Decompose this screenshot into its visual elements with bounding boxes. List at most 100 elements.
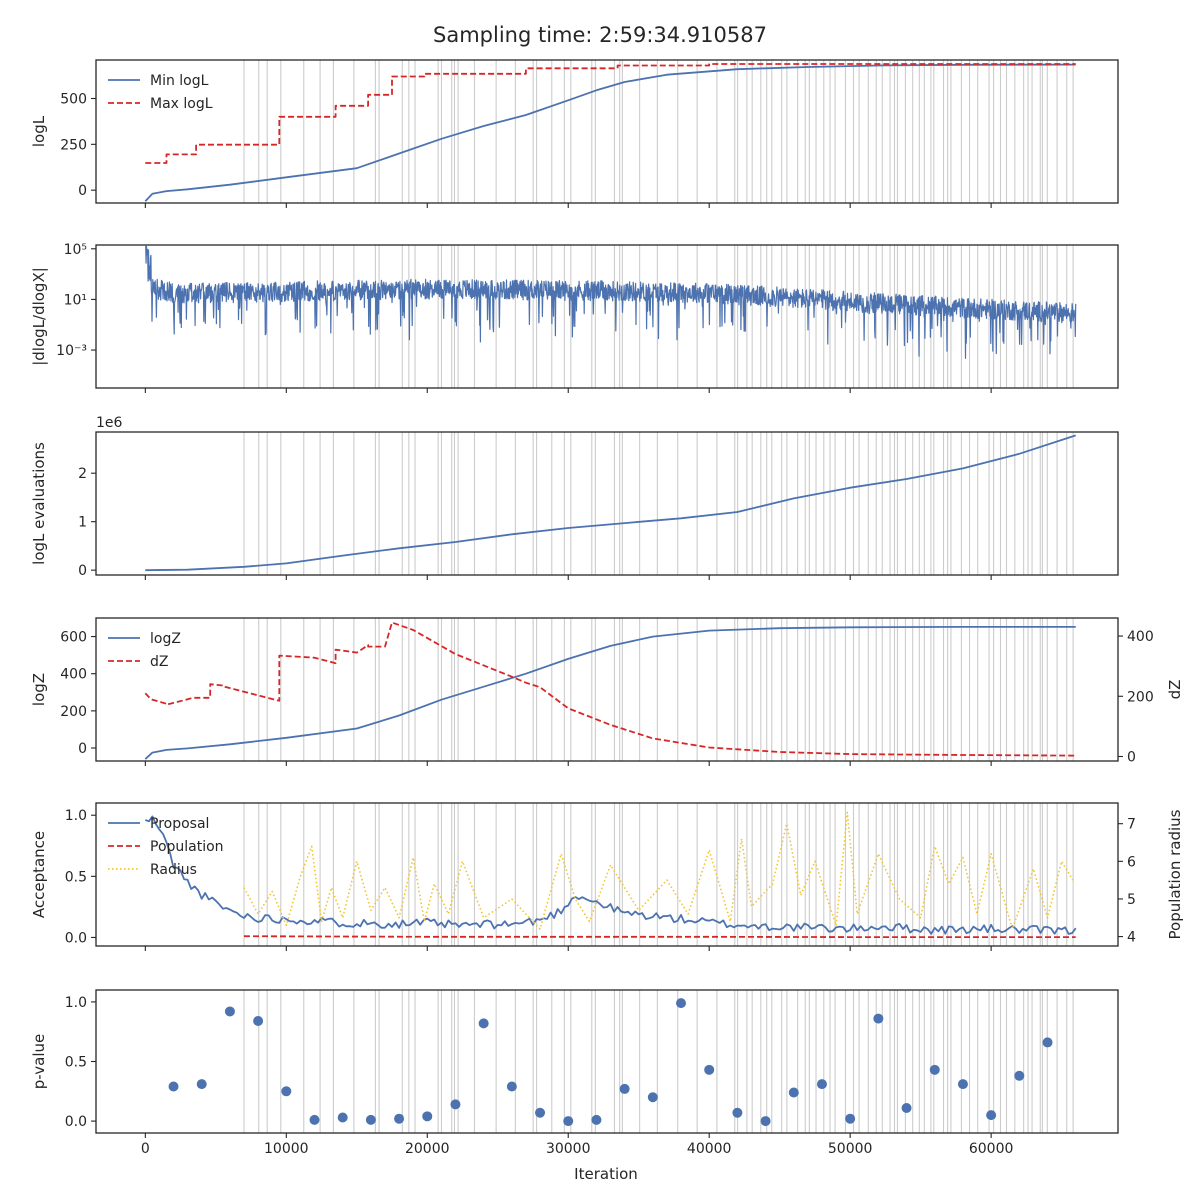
x-tick-label: 40000 bbox=[687, 1141, 732, 1157]
pvalue-point bbox=[845, 1113, 856, 1124]
pvalue-point bbox=[619, 1083, 630, 1094]
radius-line bbox=[243, 811, 1074, 930]
pvalue-point bbox=[394, 1113, 405, 1124]
bound-update-lines bbox=[243, 60, 1074, 1133]
y2-tick-label: 5 bbox=[1127, 892, 1136, 908]
x-tick-label: 0 bbox=[141, 1141, 150, 1157]
x-tick-label: 10000 bbox=[264, 1141, 309, 1157]
pvalue-point bbox=[986, 1110, 997, 1121]
series-line bbox=[145, 434, 1076, 572]
y-tick-label: 0 bbox=[78, 563, 87, 579]
pvalue-point bbox=[478, 1018, 489, 1029]
pvalue-point bbox=[760, 1116, 771, 1127]
y-tick-label: 0 bbox=[78, 183, 87, 199]
y-tick-label: 1.0 bbox=[65, 808, 87, 824]
pvalue-point bbox=[422, 1111, 433, 1122]
y-tick-label: 1 bbox=[78, 515, 87, 531]
y2-tick-label: 6 bbox=[1127, 854, 1136, 870]
y-tick-label: 0.5 bbox=[65, 869, 87, 885]
pvalue-point bbox=[281, 1086, 292, 1097]
y2-axis-label: dZ bbox=[1166, 680, 1184, 700]
pvalue-point bbox=[196, 1079, 207, 1090]
x-tick-label: 20000 bbox=[405, 1141, 450, 1157]
y-tick-label: 600 bbox=[60, 630, 87, 646]
axes-frame bbox=[95, 244, 1119, 389]
pvalue-point bbox=[676, 998, 687, 1009]
y2-tick-label: 400 bbox=[1127, 629, 1154, 645]
y2-axis-label: Population radius bbox=[1166, 809, 1184, 939]
y-axis-label: logZ bbox=[30, 673, 48, 706]
pvalue-point bbox=[788, 1087, 799, 1098]
max-logl-line bbox=[145, 63, 1076, 164]
y-tick-label: 200 bbox=[60, 704, 87, 720]
figure-title: Sampling time: 2:59:34.910587 bbox=[433, 23, 767, 47]
logz-line bbox=[144, 626, 1076, 760]
y2-tick-label: 4 bbox=[1127, 930, 1136, 946]
min-logl-line bbox=[144, 63, 1076, 202]
pvalue-point bbox=[704, 1064, 715, 1075]
y-tick-label: 2 bbox=[78, 466, 87, 482]
legend-label: dZ bbox=[150, 654, 168, 670]
y-tick-label: 500 bbox=[60, 92, 87, 108]
y-axis-label: p-value bbox=[30, 1034, 48, 1090]
y-axis-label: |dlogL/dlogX| bbox=[30, 267, 48, 366]
x-tick-label: 60000 bbox=[969, 1141, 1014, 1157]
dz-line bbox=[144, 621, 1076, 757]
dlogl-series-line bbox=[145, 245, 1077, 359]
y-offset-label: 1e6 bbox=[96, 415, 123, 431]
population-line bbox=[243, 935, 1076, 938]
y-tick-label: 250 bbox=[60, 137, 87, 153]
x-tick-label: 30000 bbox=[546, 1141, 591, 1157]
y-tick-label: 400 bbox=[60, 667, 87, 683]
pvalue-point bbox=[337, 1112, 348, 1123]
x-tick-label: 50000 bbox=[828, 1141, 873, 1157]
pvalue-point bbox=[253, 1015, 264, 1026]
y-tick-label: 0.5 bbox=[65, 1055, 87, 1071]
legend-label: Max logL bbox=[150, 96, 213, 112]
y-tick-label: 10⁵ bbox=[64, 242, 87, 258]
proposal-line bbox=[144, 815, 1077, 935]
axes-frame bbox=[95, 59, 1119, 204]
y2-tick-label: 7 bbox=[1127, 817, 1136, 833]
x-axis-label: Iteration bbox=[574, 1165, 638, 1183]
pvalue-point bbox=[647, 1092, 658, 1103]
y-tick-label: 10⁻³ bbox=[56, 343, 87, 359]
pvalue-point bbox=[168, 1081, 179, 1092]
legend-label: Proposal bbox=[150, 816, 209, 832]
y-tick-label: 0.0 bbox=[65, 1114, 87, 1130]
pvalue-point bbox=[1014, 1070, 1025, 1081]
pvalue-point bbox=[450, 1099, 461, 1110]
y-axis-label: logL bbox=[30, 115, 48, 147]
pvalue-point bbox=[929, 1064, 940, 1075]
y-tick-label: 1.0 bbox=[65, 995, 87, 1011]
axes-frame bbox=[95, 431, 1119, 576]
pvalue-point bbox=[732, 1107, 743, 1118]
y-axis-label: logL evaluations bbox=[30, 442, 48, 565]
pvalue-point bbox=[563, 1116, 574, 1127]
y-tick-label: 0.0 bbox=[65, 930, 87, 946]
pvalue-point bbox=[1042, 1037, 1053, 1048]
pvalue-point bbox=[957, 1079, 968, 1090]
legend-label: Radius bbox=[150, 862, 197, 878]
y2-tick-label: 200 bbox=[1127, 689, 1154, 705]
pvalue-point bbox=[506, 1081, 517, 1092]
axes-frame bbox=[95, 802, 1119, 947]
y-tick-label: 10¹ bbox=[64, 292, 87, 308]
axes-frame bbox=[95, 617, 1119, 762]
legend-label: logZ bbox=[150, 631, 181, 647]
y-tick-label: 0 bbox=[78, 741, 87, 757]
pvalue-point bbox=[535, 1107, 546, 1118]
pvalue-point bbox=[816, 1079, 827, 1090]
pvalue-point bbox=[309, 1114, 320, 1125]
pvalue-point bbox=[901, 1102, 912, 1113]
legend-label: Population bbox=[150, 839, 224, 855]
pvalue-point bbox=[591, 1114, 602, 1125]
legend-label: Min logL bbox=[150, 73, 209, 89]
y-axis-label: Acceptance bbox=[30, 831, 48, 918]
pvalue-point bbox=[873, 1013, 884, 1024]
pvalue-point bbox=[365, 1114, 376, 1125]
y2-tick-label: 0 bbox=[1127, 749, 1136, 765]
axes-frame bbox=[95, 989, 1119, 1134]
